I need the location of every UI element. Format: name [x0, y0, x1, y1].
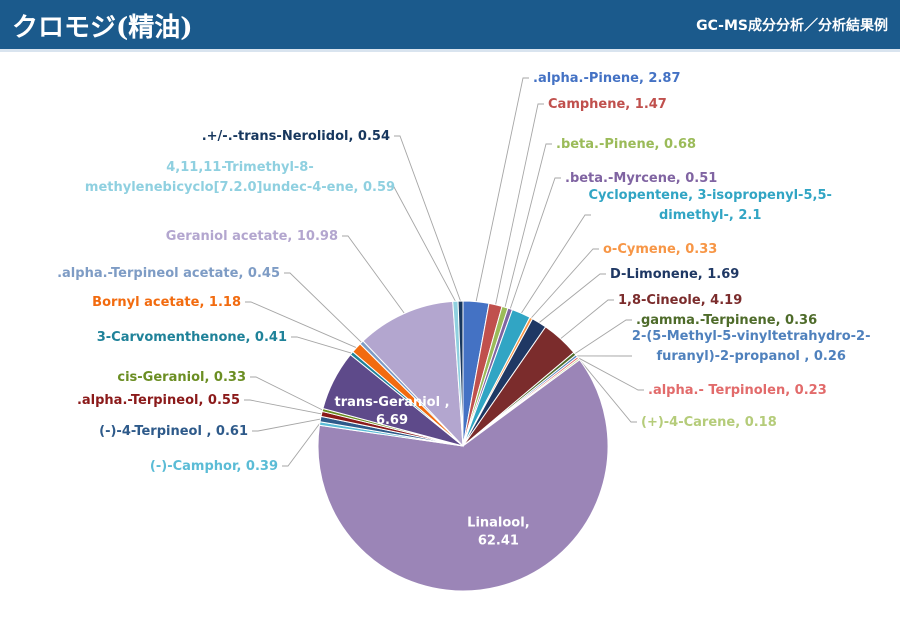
pie-slice	[317, 359, 609, 592]
pie-slice	[362, 300, 464, 448]
leader-line	[284, 272, 362, 343]
leader-line	[342, 235, 405, 314]
slice-data-label: Camphene, 1.47	[548, 97, 667, 112]
leader-line	[577, 357, 644, 391]
slice-data-label: 3-Carvomenthenone, 0.41	[97, 330, 287, 345]
page-title: クロモジ(精油)	[12, 13, 193, 43]
leader-line	[282, 423, 321, 467]
slice-data-label: 2-(5-Methyl-5-vinyltetrahydro-2-furanyl)…	[632, 329, 871, 364]
slice-data-label: .gamma.-Terpinene, 0.36	[636, 313, 817, 328]
leader-line	[495, 103, 544, 305]
slice-data-label: .alpha.-Terpineol acetate, 0.45	[57, 266, 280, 281]
leader-line	[520, 214, 591, 314]
slice-data-label: o-Cymene, 0.33	[603, 242, 717, 257]
leader-line	[509, 177, 561, 310]
leader-line	[250, 376, 323, 411]
slice-data-label: Linalool, 62.41	[467, 515, 529, 548]
page-subtitle: GC-MS成分分析／分析結果例	[696, 18, 888, 34]
header-bar: クロモジ(精油) GC-MS成分分析／分析結果例	[0, 0, 900, 49]
leader-line	[394, 135, 461, 302]
pie-labels: .alpha.-Pinene, 2.87 Camphene, 1.47 .beta.…	[57, 71, 870, 548]
slice-data-label: .alpha.- Terpinolen, 0.23	[648, 383, 827, 398]
slice-data-label: (-)-4-Terpineol , 0.61	[99, 424, 248, 439]
slice-data-label: .beta.-Pinene, 0.68	[556, 137, 696, 152]
leader-line	[538, 273, 606, 323]
leader-line	[388, 186, 456, 302]
slice-data-label: .alpha.-Terpineol, 0.55	[77, 393, 240, 408]
leader-lines	[244, 77, 644, 467]
slice-data-label: (-)-Camphor, 0.39	[150, 459, 278, 474]
slice-data-label: trans-Geraniol , 6.69	[334, 395, 449, 428]
slice-data-label: D-Limonene, 1.69	[610, 267, 739, 282]
slice-data-label: Cyclopentene, 3-isopropenyl-5,5-dimethyl…	[588, 188, 831, 223]
leader-line	[560, 299, 614, 340]
leader-line	[245, 301, 357, 349]
pie-slices	[317, 300, 609, 592]
leader-line	[574, 319, 632, 355]
slice-data-label: cis-Geraniol, 0.33	[117, 370, 246, 385]
slice-data-label: 1,8-Cineole, 4.19	[618, 293, 742, 308]
leader-line	[504, 143, 552, 308]
leader-line	[244, 399, 322, 415]
header-divider	[0, 49, 900, 52]
slice-data-label: .beta.-Myrcene, 0.51	[565, 171, 717, 186]
leader-line	[291, 336, 352, 354]
leader-line	[578, 358, 637, 423]
slice-data-label: .alpha.-Pinene, 2.87	[533, 71, 681, 86]
leader-line	[475, 77, 529, 302]
pie-slice	[457, 300, 464, 447]
slice-data-label: Bornyl acetate, 1.18	[92, 295, 241, 310]
slice-data-label: Geraniol acetate, 10.98	[166, 229, 338, 244]
slice-data-label: 4,11,11-Trimethyl-8-methylenebicyclo[7.2…	[85, 160, 395, 195]
leader-line	[252, 418, 321, 432]
slice-data-label: .+/-.-trans-Nerolidol, 0.54	[202, 129, 390, 144]
slice-data-label: (+)-4-Carene, 0.18	[641, 415, 777, 430]
leader-line	[530, 248, 599, 319]
